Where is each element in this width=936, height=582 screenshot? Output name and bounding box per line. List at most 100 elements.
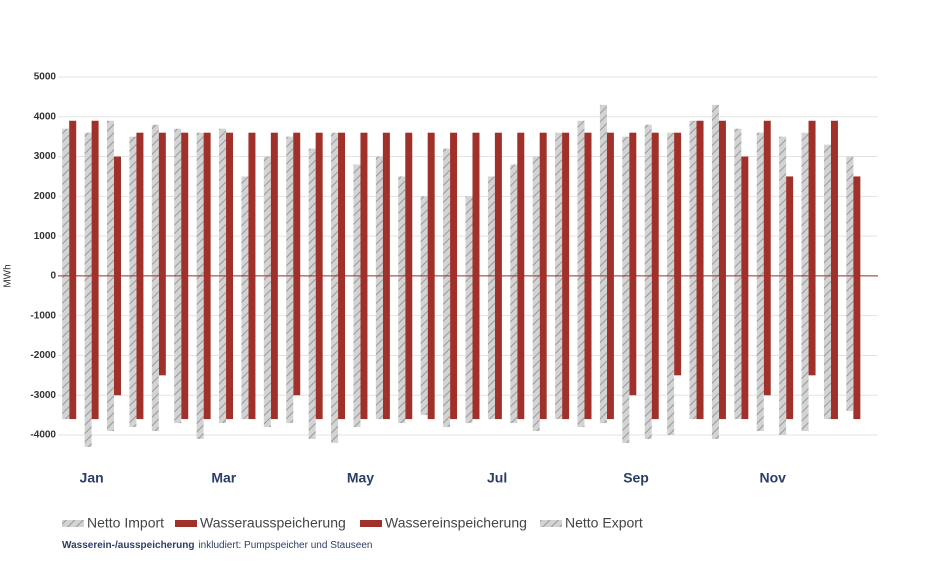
- bar: [158, 275, 166, 376]
- bar: [853, 176, 861, 276]
- bar: [539, 275, 547, 420]
- bar: [629, 132, 637, 276]
- bar: [241, 176, 249, 276]
- bar: [651, 132, 659, 276]
- bar: [801, 275, 809, 432]
- bar: [667, 132, 675, 276]
- bar: [338, 275, 346, 420]
- bar: [219, 128, 227, 276]
- bar: [472, 275, 480, 420]
- bar: [270, 132, 278, 276]
- bar: [450, 275, 458, 420]
- bar: [510, 275, 518, 424]
- bar: [151, 275, 159, 432]
- bar: [562, 275, 570, 420]
- bar: [808, 120, 816, 276]
- bar: [756, 132, 764, 276]
- bar: [465, 196, 473, 276]
- bar: [270, 275, 278, 420]
- bar: [517, 275, 525, 420]
- bar: [510, 164, 518, 276]
- bar: [711, 275, 719, 439]
- bar: [494, 132, 502, 276]
- bar: [562, 132, 570, 276]
- bar: [107, 120, 115, 276]
- bar: [718, 275, 726, 420]
- bar: [293, 132, 301, 276]
- bar: [382, 132, 390, 276]
- bar: [331, 275, 339, 443]
- x-tick-label: May: [347, 470, 374, 486]
- bar: [734, 128, 742, 276]
- bar: [315, 132, 323, 276]
- bar: [420, 196, 428, 276]
- bar: [532, 275, 540, 432]
- bar: [494, 275, 502, 420]
- bar: [696, 120, 704, 276]
- bar: [293, 275, 301, 396]
- bar: [158, 132, 166, 276]
- bar: [786, 176, 794, 276]
- y-tick-label: -4000: [30, 430, 56, 441]
- bar: [226, 275, 234, 420]
- bar: [263, 275, 271, 428]
- bar: [405, 275, 413, 420]
- bar: [443, 148, 451, 276]
- bar: [353, 164, 361, 276]
- bar: [286, 275, 294, 424]
- bar: [196, 132, 204, 276]
- bar: [331, 132, 339, 276]
- bar: [674, 275, 682, 376]
- bar: [136, 132, 144, 276]
- note-bold: Wasserein-/ausspeicherung: [62, 540, 194, 551]
- bar: [734, 275, 742, 420]
- bar: [308, 148, 316, 276]
- y-tick-label: -2000: [30, 350, 56, 361]
- bar: [151, 124, 159, 276]
- legend-label: Wassereinspeicherung: [385, 515, 527, 531]
- bar: [786, 275, 794, 420]
- bar: [853, 275, 861, 420]
- bar: [487, 176, 495, 276]
- bar: [84, 275, 92, 447]
- bar: [779, 275, 787, 435]
- note-text: inkludiert: Pumpspeicher und Stauseen: [198, 540, 372, 551]
- bar: [136, 275, 144, 420]
- note: Wasserein-/ausspeicherung inkludiert: Pum…: [62, 540, 372, 551]
- bar: [181, 275, 189, 420]
- bar: [114, 275, 122, 396]
- bar: [107, 275, 115, 432]
- y-tick-label: 5000: [34, 72, 57, 83]
- bar: [846, 275, 854, 412]
- bar: [830, 120, 838, 276]
- x-tick-label: Mar: [211, 470, 236, 486]
- bar: [69, 120, 77, 276]
- bar: [539, 132, 547, 276]
- legend-label: Netto Export: [565, 515, 643, 531]
- bar: [696, 275, 704, 420]
- bar: [689, 275, 697, 420]
- bar: [517, 132, 525, 276]
- bar: [315, 275, 323, 420]
- bar: [84, 132, 92, 276]
- x-tick-label: Sep: [623, 470, 649, 486]
- bar: [375, 275, 383, 420]
- bar: [599, 104, 607, 276]
- bar: [226, 132, 234, 276]
- bar: [830, 275, 838, 420]
- bar: [375, 156, 383, 276]
- bar: [129, 136, 137, 276]
- y-tick-label: -1000: [30, 310, 56, 321]
- bar: [338, 132, 346, 276]
- bar: [779, 136, 787, 276]
- bar: [584, 132, 592, 276]
- bar: [203, 132, 211, 276]
- y-tick-label: 2000: [34, 191, 57, 202]
- legend-swatch: [360, 520, 382, 527]
- x-tick-label: Jul: [487, 470, 507, 486]
- bar: [248, 132, 256, 276]
- bar: [718, 120, 726, 276]
- bar: [114, 156, 122, 276]
